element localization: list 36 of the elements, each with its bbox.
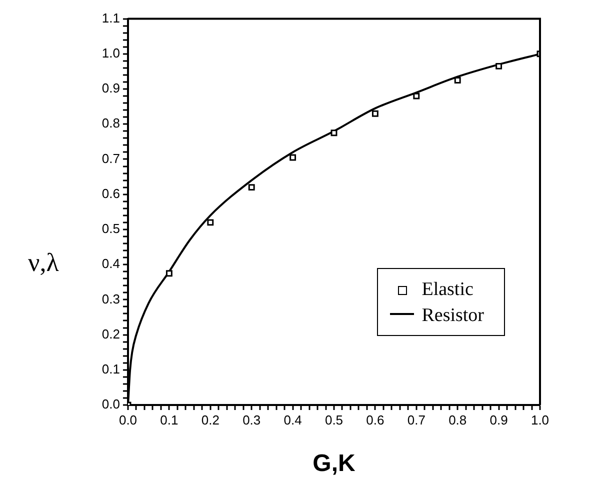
point bbox=[454, 77, 461, 84]
point bbox=[248, 184, 255, 191]
y-tick-label: 0.7 bbox=[102, 150, 120, 166]
point bbox=[372, 110, 378, 117]
point bbox=[290, 154, 296, 161]
legend-label: Resistor bbox=[422, 304, 484, 328]
point bbox=[413, 92, 420, 100]
y-tick-label: 0.6 bbox=[102, 186, 120, 201]
x-tick-label: 0.4 bbox=[284, 412, 302, 428]
x-tick-label: 0.9 bbox=[490, 412, 508, 428]
y-tick-label: 1.1 bbox=[102, 10, 120, 26]
x-axis-title: G,K bbox=[312, 450, 356, 478]
x-tick-label: 0.8 bbox=[448, 412, 467, 428]
y-tick-label: 0.9 bbox=[102, 80, 120, 96]
x-tick-label: 1.0 bbox=[530, 412, 550, 428]
point bbox=[207, 219, 214, 226]
x-tick-label: 0.2 bbox=[201, 412, 220, 428]
x-tick-label: 0.5 bbox=[324, 412, 344, 428]
y-tick-label: 0.3 bbox=[102, 291, 120, 306]
x-tick-label: 0.3 bbox=[242, 412, 261, 428]
y-tick-label: 1.0 bbox=[102, 45, 120, 60]
point bbox=[496, 62, 502, 70]
x-tick-label: 0.7 bbox=[407, 412, 426, 428]
x-tick-label: 0.1 bbox=[160, 412, 178, 428]
legend-label: Elastic bbox=[422, 278, 474, 302]
y-tick-label: 0.8 bbox=[102, 116, 120, 131]
y-tick-label: 0.4 bbox=[102, 256, 120, 272]
y-tick-label: 0.1 bbox=[102, 361, 120, 376]
point bbox=[330, 130, 338, 136]
y-axis-title: ν,λ bbox=[28, 248, 59, 278]
y-tick-label: 0.0 bbox=[102, 396, 120, 412]
y-tick-label: 0.5 bbox=[102, 221, 120, 236]
x-tick-label: 0.6 bbox=[366, 412, 384, 428]
y-tick-label: 0.2 bbox=[102, 326, 120, 342]
point bbox=[166, 270, 172, 277]
x-tick-label: 0.0 bbox=[118, 412, 138, 428]
